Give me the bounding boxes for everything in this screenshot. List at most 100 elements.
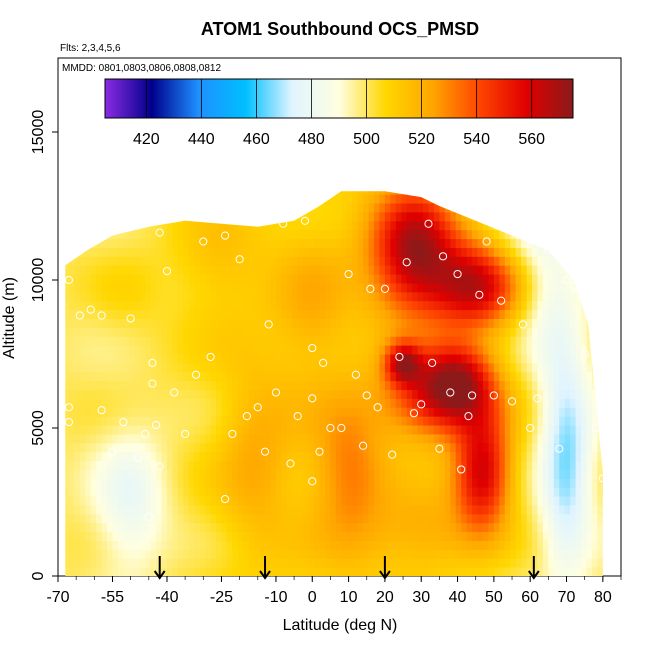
heatmap-cell [112,451,119,462]
heatmap-cell [270,513,277,524]
heatmap-cell [172,433,179,444]
heatmap-cell [65,265,70,275]
heatmap-cell [199,256,206,266]
heatmap-cell [504,442,511,453]
heatmap-cell [352,265,359,275]
heatmap-cell [259,256,266,266]
heatmap-cell [346,309,353,319]
heatmap-cell [226,469,233,479]
heatmap-cell [286,504,293,515]
heatmap-cell [303,362,310,373]
heatmap-cell [237,398,244,408]
heatmap-cell [145,300,152,311]
heatmap-cell [128,291,135,302]
heatmap-cell [570,407,577,417]
heatmap-cell [216,309,222,319]
heatmap-cell [275,247,282,257]
heatmap-cell [161,425,168,435]
heatmap-cell [499,247,506,257]
heatmap-cell [564,336,571,346]
heatmap-cell [90,300,97,311]
heatmap-cell [286,282,293,293]
heatmap-cell [597,487,603,497]
heatmap-cell [575,309,582,319]
heatmap-cell [493,300,500,311]
heatmap-cell [575,407,582,417]
heatmap-cell [488,433,495,444]
heatmap-cell [553,478,560,488]
heatmap-cell [395,282,402,293]
heatmap-cell [177,282,184,293]
heatmap-cell [216,238,222,248]
heatmap-cell [412,496,419,506]
heatmap-cell [139,478,146,488]
heatmap-cell [423,496,429,506]
heatmap-cell [461,327,468,337]
heatmap-cell [199,362,206,373]
heatmap-cell [564,389,571,399]
heatmap-cell [466,318,473,328]
heatmap-cell [237,478,244,488]
heatmap-cell [455,451,462,462]
heatmap-cell [216,380,222,391]
heatmap-cell [183,282,190,293]
heatmap-cell [237,291,244,302]
heatmap-cell [406,291,413,302]
heatmap-cell [450,336,457,346]
heatmap-cell [374,345,380,355]
heatmap-cell [439,567,446,576]
heatmap-cell [417,389,424,399]
heatmap-cell [117,345,124,355]
heatmap-cell [466,336,473,346]
heatmap-cell [510,389,517,399]
heatmap-cell [548,345,555,355]
heatmap-cell [79,318,86,328]
heatmap-cell [292,398,299,408]
heatmap-cell [390,389,397,399]
heatmap-cell [330,318,337,328]
heatmap-cell [390,460,397,470]
heatmap-cell [379,318,386,328]
heatmap-cell [510,478,517,488]
heatmap-cell [352,478,359,488]
heatmap-cell [188,318,195,328]
heatmap-cell [210,469,217,479]
heatmap-cell [297,354,304,364]
heatmap-cell [537,398,544,408]
heatmap-cell [248,416,255,426]
heatmap-cell [504,531,511,541]
heatmap-cell [374,496,380,506]
heatmap-cell [461,274,468,284]
heatmap-cell [117,531,124,541]
heatmap-cell [205,220,212,231]
heatmap-cell [314,318,321,328]
heatmap-cell [292,300,299,311]
heatmap-cell [275,469,282,479]
heatmap-cell [390,513,397,524]
heatmap-cell [357,478,364,488]
heatmap-cell [232,327,239,337]
heatmap-cell [145,309,152,319]
heatmap-cell [586,513,593,524]
heatmap-cell [210,238,217,248]
heatmap-cell [172,407,179,417]
heatmap-cell [374,194,380,204]
heatmap-cell [183,433,190,444]
heatmap-cell [194,336,201,346]
heatmap-cell [90,256,97,266]
heatmap-cell [564,487,571,497]
heatmap-cell [112,460,119,470]
heatmap-cell [161,371,168,382]
heatmap-cell [286,345,293,355]
heatmap-cell [363,469,370,479]
heatmap-cell [65,496,70,506]
heatmap-cell [548,425,555,435]
heatmap-cell [65,371,70,382]
heatmap-cell [107,469,113,479]
heatmap-cell [515,433,522,444]
heatmap-cell [243,407,250,417]
heatmap-cell [166,229,173,240]
heatmap-cell [575,425,582,435]
heatmap-cell [390,487,397,497]
heatmap-cell [488,451,495,462]
